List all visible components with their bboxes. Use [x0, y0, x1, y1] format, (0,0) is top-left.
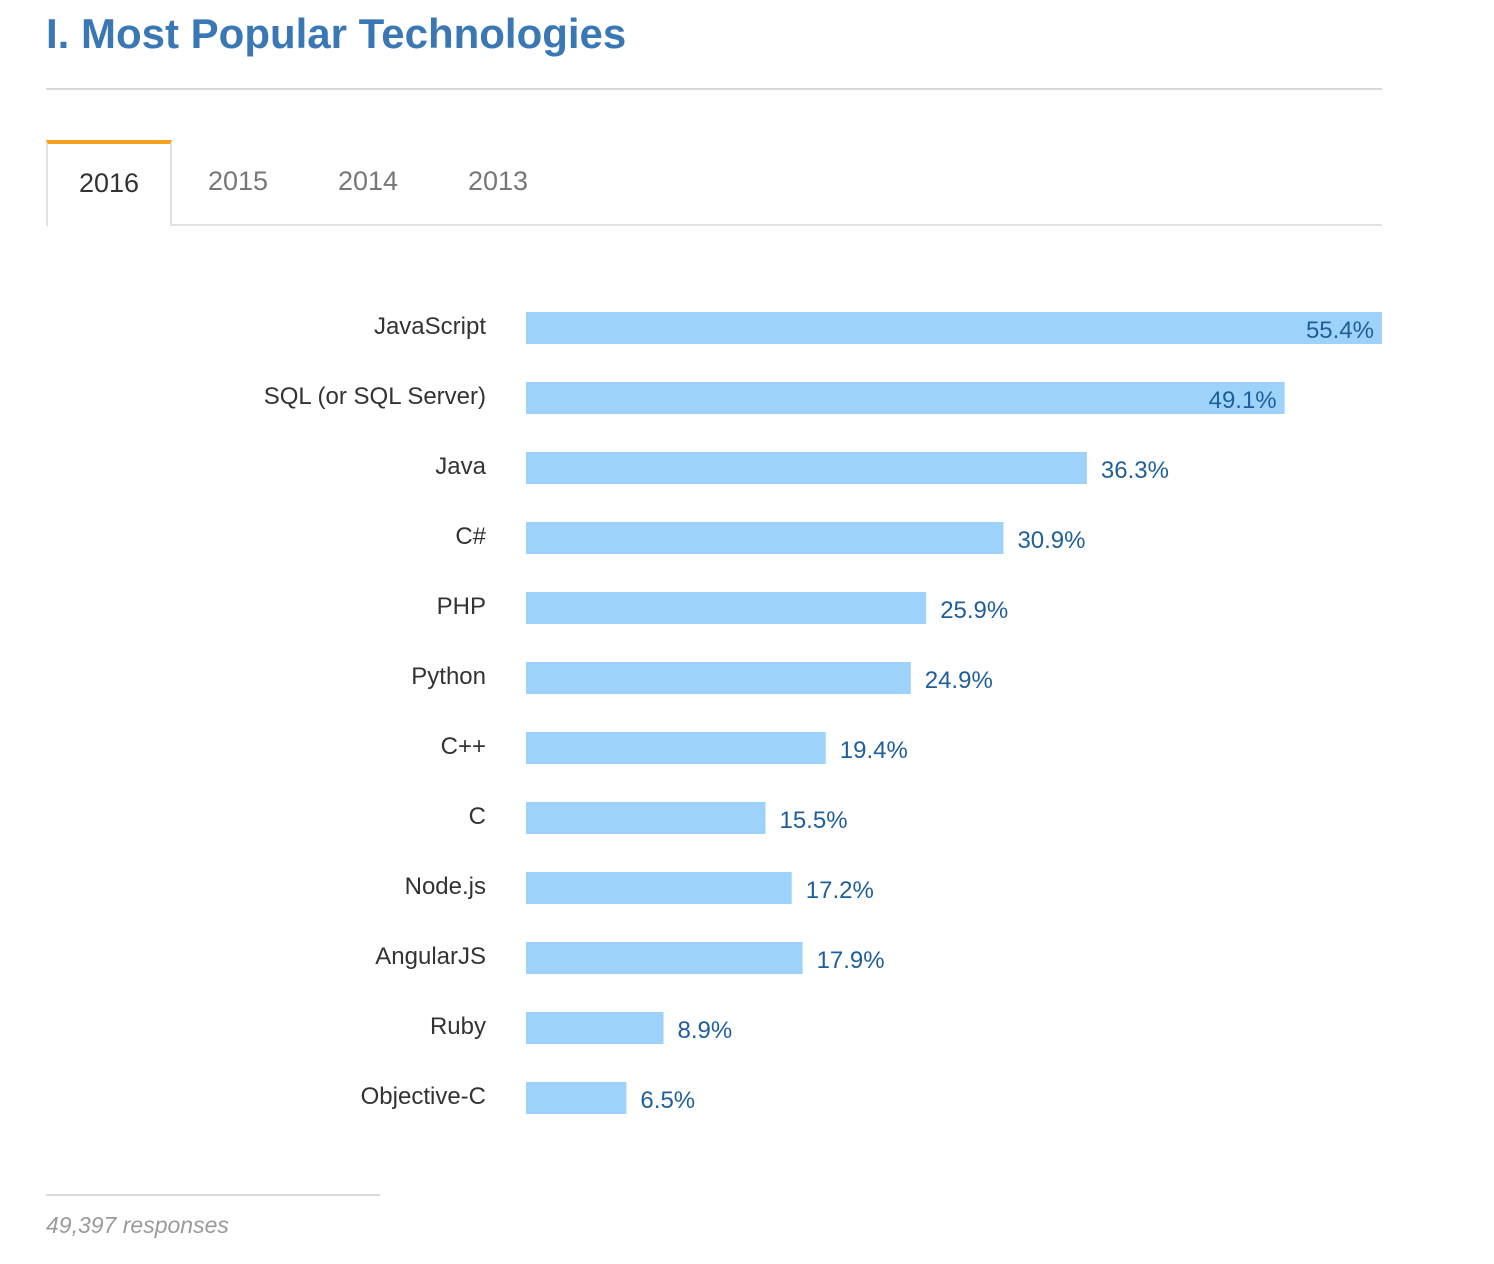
category-label: Objective-C	[361, 1083, 486, 1110]
value-label: 36.3%	[1101, 457, 1169, 484]
bar	[526, 522, 1004, 554]
bar-row: JavaScript 55.4%	[374, 312, 1382, 344]
title-divider	[46, 88, 1382, 90]
bar-row: Ruby 8.9%	[430, 1012, 732, 1044]
value-label: 49.1%	[1209, 387, 1277, 414]
category-label: Python	[411, 663, 486, 690]
value-label: 17.9%	[817, 947, 885, 974]
category-label: SQL (or SQL Server)	[264, 383, 486, 410]
category-label: JavaScript	[374, 313, 486, 340]
bar	[526, 592, 927, 624]
category-label: C#	[455, 523, 486, 550]
bar-row: SQL (or SQL Server) 49.1%	[264, 382, 1285, 414]
response-count: 49,397 responses	[46, 1212, 229, 1238]
bar	[526, 382, 1285, 414]
value-label: 17.2%	[806, 877, 874, 904]
value-label: 6.5%	[640, 1087, 695, 1114]
bar-row: Node.js 17.2%	[405, 872, 874, 904]
value-label: 8.9%	[678, 1017, 733, 1044]
bar-row: Java 36.3%	[435, 452, 1169, 484]
bar-row: Python 24.9%	[411, 662, 993, 694]
bar	[526, 312, 1382, 344]
bar-row: AngularJS 17.9%	[375, 942, 885, 974]
bar-row: Objective-C 6.5%	[361, 1082, 695, 1114]
category-label: Node.js	[405, 873, 486, 900]
category-label: AngularJS	[375, 943, 486, 970]
bar	[526, 942, 803, 974]
category-label: Java	[435, 453, 486, 480]
bar-row: PHP 25.9%	[437, 592, 1008, 624]
technologies-bar-chart: JavaScript 55.4% SQL (or SQL Server) 49.1% J…	[264, 312, 1382, 1114]
value-label: 30.9%	[1017, 527, 1085, 554]
category-label: C++	[441, 733, 486, 760]
bar	[526, 802, 766, 834]
bar	[526, 1012, 664, 1044]
bar	[526, 662, 911, 694]
value-label: 55.4%	[1306, 317, 1374, 344]
value-label: 25.9%	[940, 597, 1008, 624]
bar-row: C 15.5%	[469, 802, 848, 834]
page-title: I. Most Popular Technologies	[46, 10, 627, 57]
category-label: C	[469, 803, 486, 830]
tab-2016[interactable]: 2016	[46, 140, 172, 226]
bar	[526, 452, 1087, 484]
bar	[526, 1082, 627, 1114]
footer-divider	[46, 1194, 380, 1196]
tabs-baseline	[46, 224, 1382, 226]
value-label: 15.5%	[779, 807, 847, 834]
year-tabs: 2016 2015 2014 2013	[46, 140, 1382, 226]
value-label: 19.4%	[840, 737, 908, 764]
bar	[526, 872, 792, 904]
bar	[526, 732, 826, 764]
value-label: 24.9%	[925, 667, 993, 694]
bar-row: C# 30.9%	[455, 522, 1086, 554]
category-label: Ruby	[430, 1013, 486, 1040]
tab-2013[interactable]: 2013	[467, 166, 529, 196]
tab-2015[interactable]: 2015	[207, 166, 269, 196]
category-label: PHP	[437, 593, 486, 620]
bar-row: C++ 19.4%	[441, 732, 908, 764]
tab-2014[interactable]: 2014	[337, 166, 399, 196]
